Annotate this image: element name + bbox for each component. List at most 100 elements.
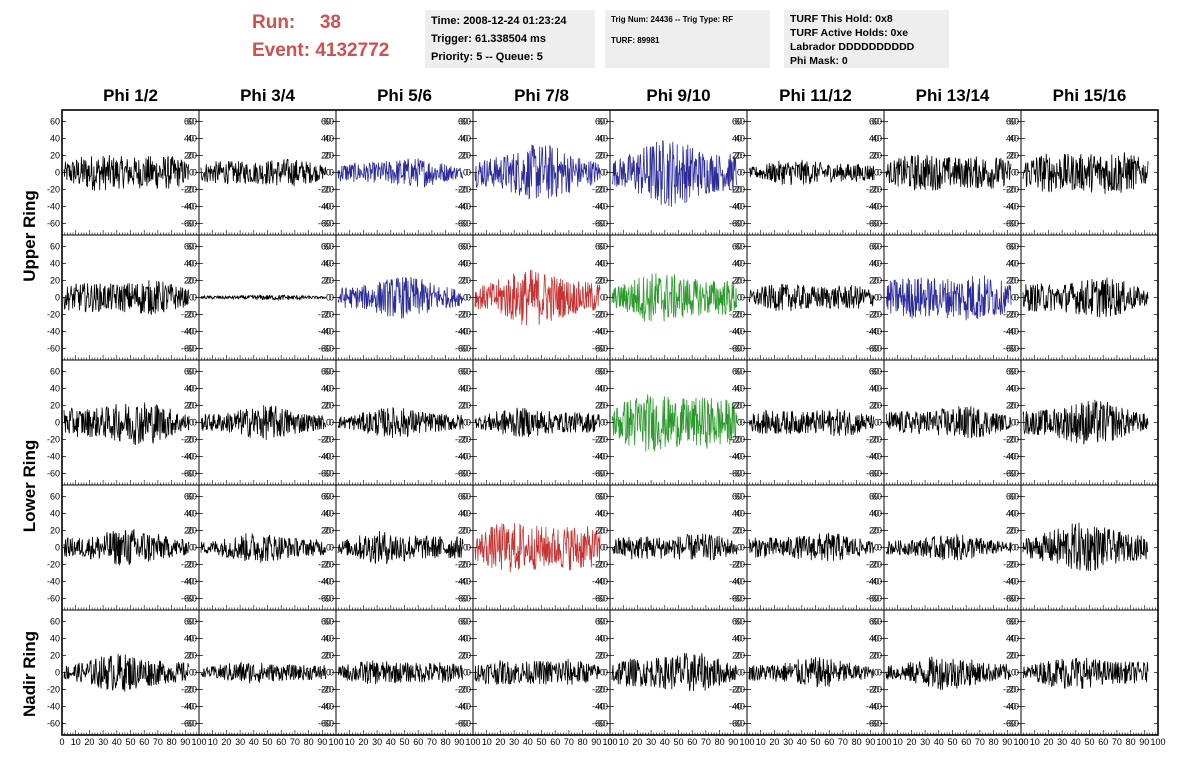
- y-tick-label: -40: [321, 452, 334, 462]
- y-tick-label: -60: [1003, 719, 1016, 729]
- y-tick-label: 0: [877, 293, 882, 303]
- x-tick-label: 20: [632, 737, 642, 747]
- y-tick-label: 60: [732, 117, 742, 127]
- x-tick-label: 100: [602, 737, 617, 747]
- y-tick-label: -40: [1003, 577, 1016, 587]
- y-tick-label: 20: [595, 401, 605, 411]
- waveform-trace: [1022, 399, 1149, 445]
- y-tick-label: 60: [735, 242, 745, 252]
- y-tick-label: -40: [869, 202, 882, 212]
- y-tick-label: -40: [729, 202, 742, 212]
- y-tick-label: 40: [1009, 634, 1019, 644]
- y-tick-label: 20: [872, 151, 882, 161]
- y-tick-label: 0: [189, 668, 194, 678]
- y-tick-label: 20: [595, 651, 605, 661]
- waveform-trace: [1022, 657, 1149, 690]
- y-tick-label: -60: [732, 469, 745, 479]
- y-tick-label: -20: [729, 185, 742, 195]
- y-tick-label: -60: [595, 344, 608, 354]
- x-tick-label: 70: [564, 737, 574, 747]
- y-tick-label: 60: [872, 117, 882, 127]
- y-tick-label: 20: [324, 276, 334, 286]
- waveform-trace: [337, 158, 464, 188]
- y-tick-label: 60: [1006, 367, 1016, 377]
- x-tick-label: 90: [317, 737, 327, 747]
- y-tick-label: -20: [458, 685, 471, 695]
- y-tick-label: 20: [869, 276, 879, 286]
- x-tick-label: 80: [852, 737, 862, 747]
- y-tick-label: -40: [455, 702, 468, 712]
- waveform-trace: [1022, 277, 1149, 318]
- y-tick-label: 40: [321, 259, 331, 269]
- y-tick-label: 20: [461, 526, 471, 536]
- y-tick-label: -60: [866, 219, 879, 229]
- y-tick-label: 20: [595, 151, 605, 161]
- y-tick-label: -40: [595, 202, 608, 212]
- y-tick-label: 0: [329, 293, 334, 303]
- y-tick-label: 60: [184, 117, 194, 127]
- y-tick-label: -60: [592, 594, 605, 604]
- y-tick-label: -40: [181, 202, 194, 212]
- y-tick-label: 20: [732, 401, 742, 411]
- waveform-trace: [611, 533, 738, 561]
- x-tick-label: 20: [221, 737, 231, 747]
- x-tick-label: 40: [1071, 737, 1081, 747]
- y-tick-label: 60: [187, 367, 197, 377]
- x-tick-label: 60: [1098, 737, 1108, 747]
- y-tick-label: 0: [600, 418, 605, 428]
- x-tick-label: 20: [769, 737, 779, 747]
- y-tick-label: 60: [872, 367, 882, 377]
- y-tick-label: -60: [592, 469, 605, 479]
- y-tick-label: 20: [735, 151, 745, 161]
- y-tick-label: 0: [603, 543, 608, 553]
- y-tick-label: 60: [869, 117, 879, 127]
- y-tick-label: -20: [455, 435, 468, 445]
- x-tick-label: 60: [824, 737, 834, 747]
- y-tick-label: -60: [47, 594, 60, 604]
- x-tick-label: 30: [646, 737, 656, 747]
- y-tick-label: -20: [181, 685, 194, 695]
- y-tick-label: 0: [1014, 668, 1019, 678]
- waveform-trace: [474, 659, 601, 685]
- column-header: Phi 9/10: [646, 86, 711, 105]
- y-tick-label: 40: [598, 384, 608, 394]
- y-tick-label: -20: [732, 685, 745, 695]
- x-tick-label: 10: [1030, 737, 1040, 747]
- waveform-trace: [611, 273, 738, 322]
- y-tick-label: 60: [458, 117, 468, 127]
- y-tick-label: -60: [458, 219, 471, 229]
- y-tick-label: -40: [321, 327, 334, 337]
- y-tick-label: 0: [192, 543, 197, 553]
- x-tick-label: 100: [328, 737, 343, 747]
- y-tick-label: 20: [1009, 276, 1019, 286]
- y-tick-label: 0: [329, 418, 334, 428]
- y-tick-label: 60: [732, 617, 742, 627]
- y-tick-label: 20: [50, 401, 60, 411]
- y-tick-label: 20: [598, 151, 608, 161]
- y-tick-label: 20: [321, 526, 331, 536]
- y-tick-label: -40: [1006, 327, 1019, 337]
- y-tick-label: -60: [595, 469, 608, 479]
- y-tick-label: -20: [181, 435, 194, 445]
- y-tick-label: -40: [869, 702, 882, 712]
- y-tick-label: 0: [877, 668, 882, 678]
- y-tick-label: 20: [321, 276, 331, 286]
- x-tick-label: 90: [728, 737, 738, 747]
- y-tick-label: -20: [47, 685, 60, 695]
- y-tick-label: 0: [463, 418, 468, 428]
- y-tick-label: 20: [735, 651, 745, 661]
- y-tick-label: -60: [455, 219, 468, 229]
- x-tick-label: 30: [783, 737, 793, 747]
- waveform-trace: [611, 139, 738, 207]
- y-tick-label: 60: [872, 242, 882, 252]
- y-tick-label: 40: [187, 509, 197, 519]
- y-tick-label: 40: [50, 509, 60, 519]
- y-tick-label: 0: [329, 543, 334, 553]
- y-tick-label: -40: [732, 202, 745, 212]
- y-tick-label: 40: [458, 134, 468, 144]
- trig-num-text: Trig Num: 24436 -- Trig Type: RF: [611, 15, 734, 24]
- y-tick-label: 60: [321, 242, 331, 252]
- y-tick-label: -40: [595, 327, 608, 337]
- y-tick-label: 40: [184, 384, 194, 394]
- y-tick-label: -60: [729, 344, 742, 354]
